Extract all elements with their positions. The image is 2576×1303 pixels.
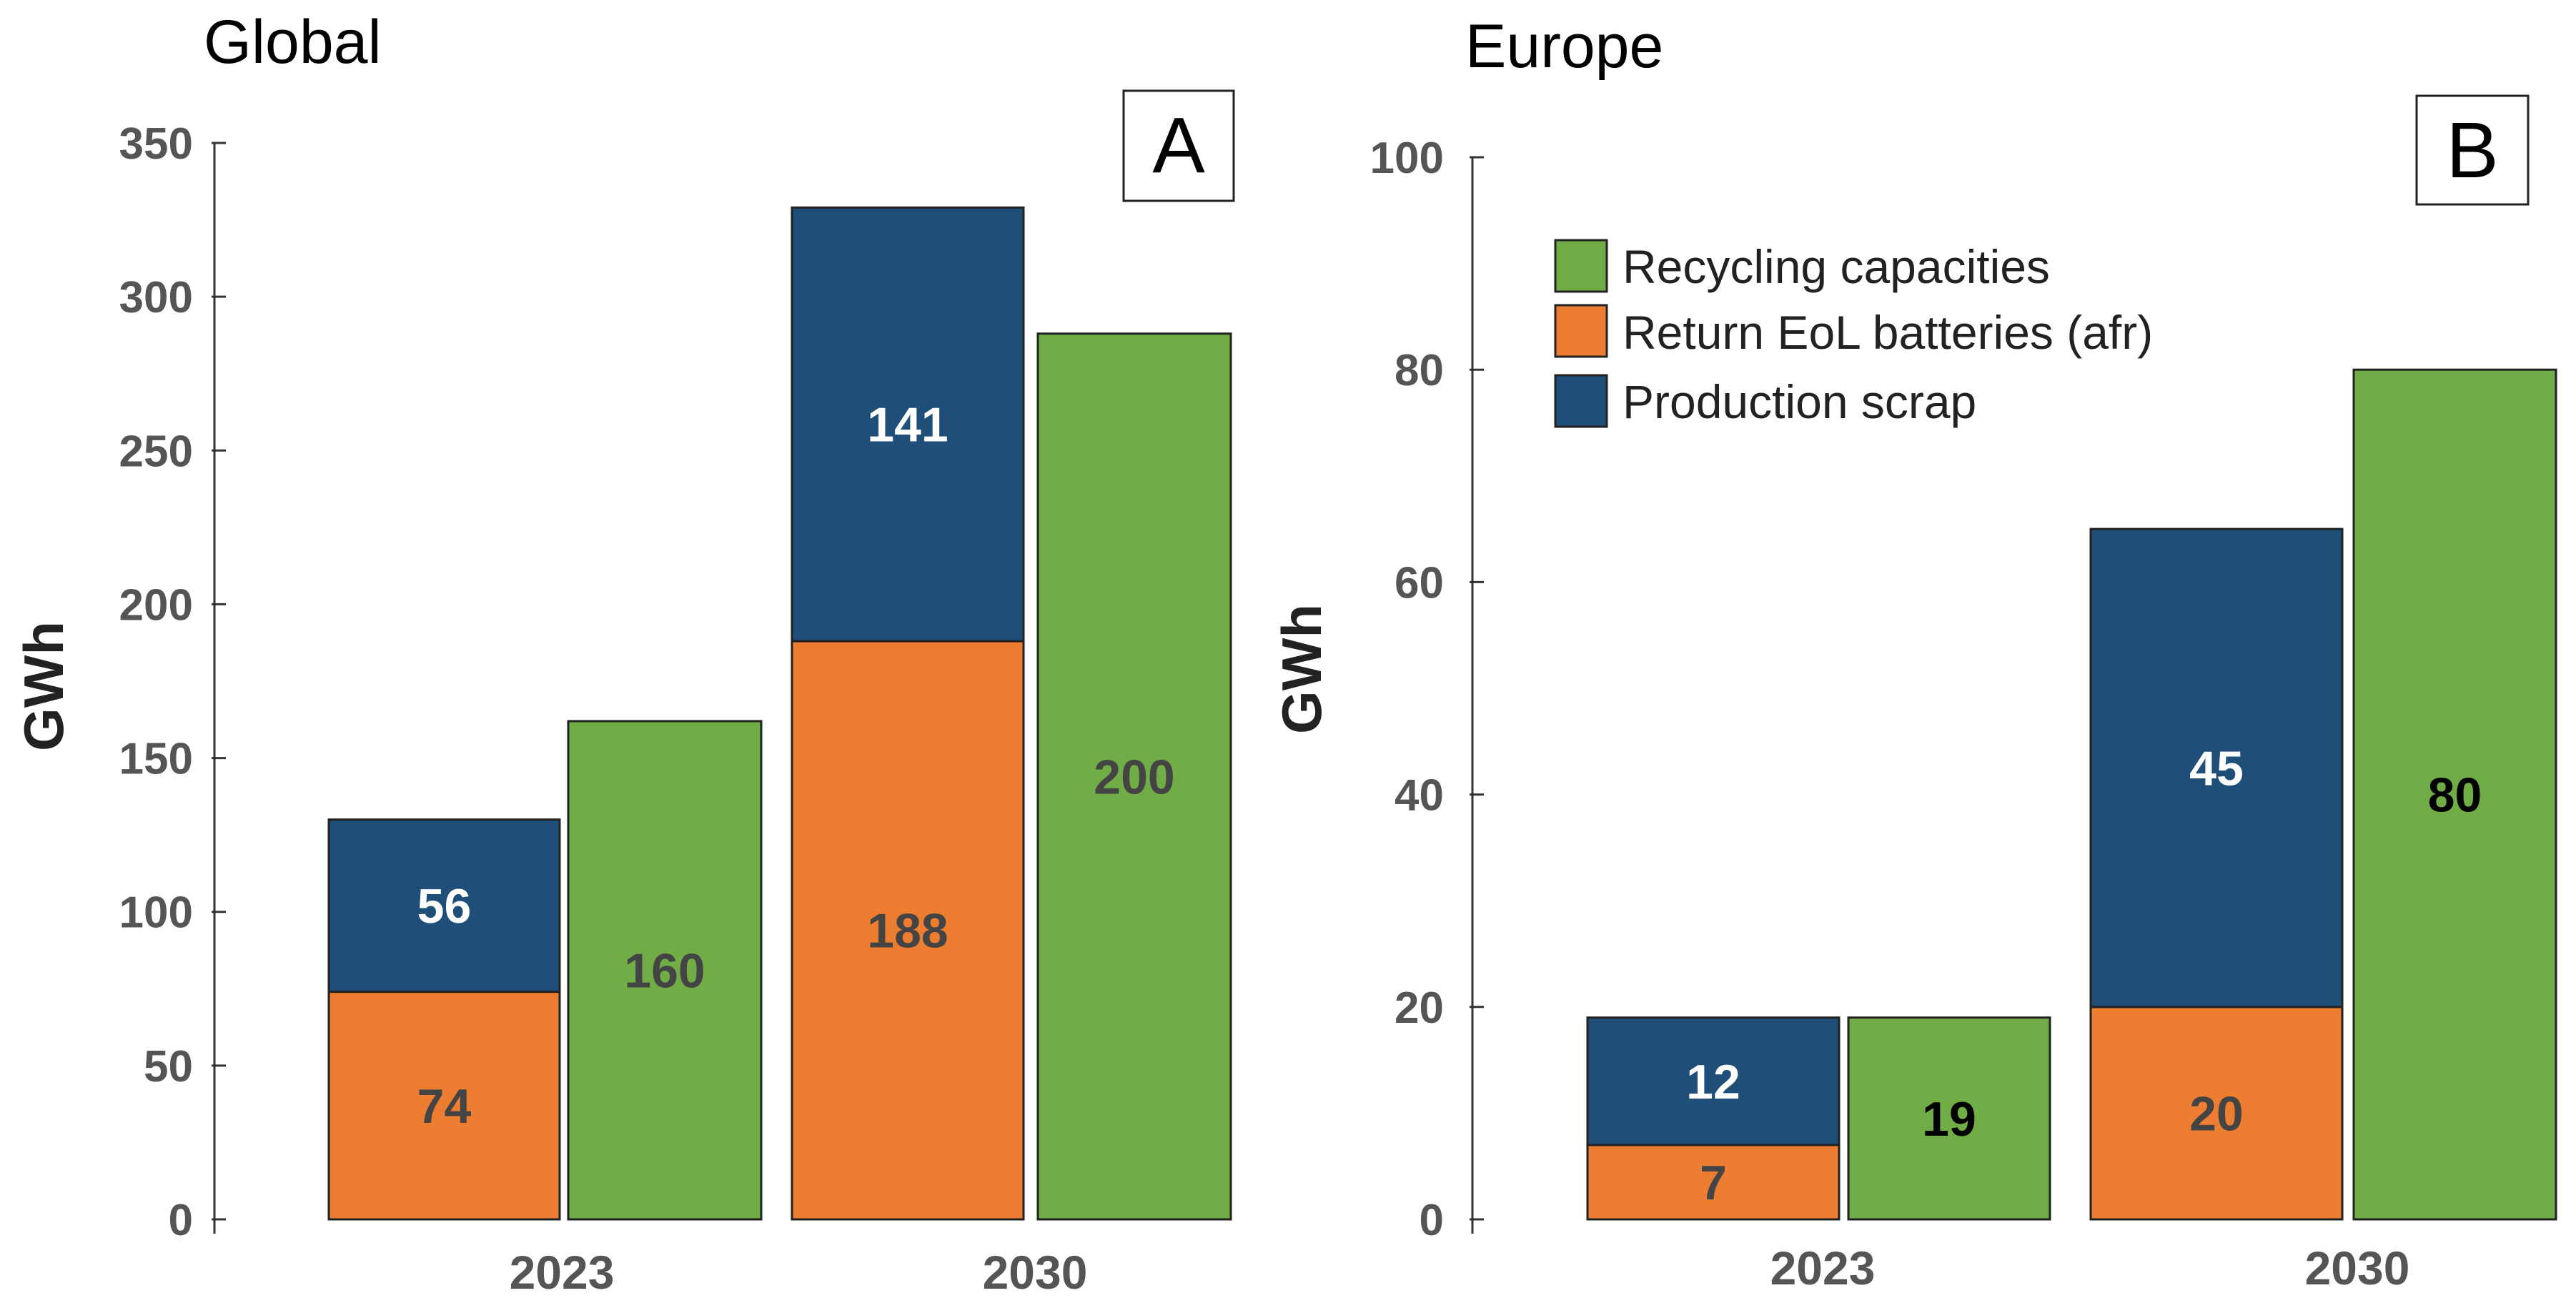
legend-swatch-recycling xyxy=(1554,239,1608,293)
bar-label-recycling-2023-europe: 19 xyxy=(1922,1092,1976,1146)
bar-scrap-2023-europe xyxy=(1586,1016,1841,1146)
bar-label-scrap-2030-global: 141 xyxy=(867,398,948,452)
y-tick-label-global: 200 xyxy=(119,580,193,630)
bar-label-return-2023-global: 74 xyxy=(417,1079,472,1134)
bar-label-scrap-2023-europe: 12 xyxy=(1686,1055,1740,1109)
bar-recycling-2030-global xyxy=(1036,332,1232,1221)
bar-label-recycling-2030-europe: 80 xyxy=(2428,768,2482,823)
y-tick-label-global: 0 xyxy=(169,1196,193,1245)
y-tick-label-europe: 20 xyxy=(1394,984,1444,1033)
bar-scrap-2030-europe xyxy=(2089,527,2344,1009)
panel-letter-b: B xyxy=(2446,106,2498,194)
bar-recycling-2023-europe xyxy=(1847,1016,2051,1221)
bar-label-return-2030-global: 188 xyxy=(867,904,948,958)
y-axis-title-europe: GWh xyxy=(1270,604,1333,734)
panel-letter-a: A xyxy=(1152,101,1205,189)
category-label-2030-europe: 2030 xyxy=(2305,1242,2410,1294)
y-tick-label-global: 250 xyxy=(119,427,193,476)
bars-global: 74 56 160 188 141 200 xyxy=(327,206,1232,1221)
panel-title-global: Global xyxy=(204,8,382,76)
panel-global: Global A GWh 0 50 100 150 200 250 300 350 74 56 1… xyxy=(12,8,1235,1299)
legend-swatch-scrap xyxy=(1554,374,1608,428)
legend-label-scrap: Production scrap xyxy=(1623,375,1976,428)
axes-global: 0 50 100 150 200 250 300 350 xyxy=(119,119,226,1245)
bar-label-scrap-2023-global: 56 xyxy=(417,879,472,933)
legend-label-recycling: Recycling capacities xyxy=(1623,240,2050,293)
bar-return-2023-global xyxy=(327,991,561,1221)
y-tick-label-europe: 60 xyxy=(1394,558,1444,608)
bar-recycling-2030-europe xyxy=(2352,368,2557,1221)
bar-label-return-2030-europe: 20 xyxy=(2189,1086,2244,1141)
legend-label-return: Return EoL batteries (afr) xyxy=(1623,306,2153,359)
bar-label-scrap-2030-europe: 45 xyxy=(2189,741,2244,796)
bar-label-recycling-2030-global: 200 xyxy=(1094,750,1174,804)
panel-title-europe: Europe xyxy=(1465,12,1663,81)
axes-europe: 0 20 40 60 80 100 xyxy=(1370,134,1484,1245)
bars-europe: 7 12 19 20 45 80 xyxy=(1586,368,2557,1221)
legend: Recycling capacities Return EoL batterie… xyxy=(1554,239,2153,428)
y-tick-label-global: 100 xyxy=(119,888,193,938)
bar-recycling-2023-global xyxy=(567,720,763,1221)
y-tick-label-europe: 0 xyxy=(1420,1196,1444,1245)
bar-scrap-2023-global xyxy=(327,818,561,994)
bar-scrap-2030-global xyxy=(791,206,1025,643)
category-label-2030-global: 2030 xyxy=(983,1246,1088,1299)
y-tick-label-global: 350 xyxy=(119,119,193,169)
bar-label-recycling-2023-global: 160 xyxy=(624,943,705,998)
panel-letter-box-b xyxy=(2415,94,2530,206)
bar-return-2030-europe xyxy=(2089,1006,2344,1221)
legend-swatch-return xyxy=(1554,304,1608,358)
bar-return-2023-europe xyxy=(1586,1144,1841,1221)
category-label-2023-global: 2023 xyxy=(510,1246,615,1299)
bar-label-return-2023-europe: 7 xyxy=(1700,1156,1727,1210)
panel-europe: Europe B GWh 0 20 40 60 80 100 7 12 19 20 45 80 20… xyxy=(1270,12,2557,1294)
bar-return-2030-global xyxy=(791,640,1025,1221)
y-tick-label-global: 150 xyxy=(119,735,193,784)
panel-letter-box-a xyxy=(1122,89,1235,202)
y-tick-label-europe: 80 xyxy=(1394,346,1444,395)
category-label-2023-europe: 2023 xyxy=(1770,1242,1876,1294)
y-tick-label-global: 50 xyxy=(144,1042,193,1091)
y-axis-title-global: GWh xyxy=(12,621,75,751)
y-tick-label-global: 300 xyxy=(119,273,193,322)
y-tick-label-europe: 40 xyxy=(1394,771,1444,821)
y-tick-label-europe: 100 xyxy=(1370,134,1444,183)
